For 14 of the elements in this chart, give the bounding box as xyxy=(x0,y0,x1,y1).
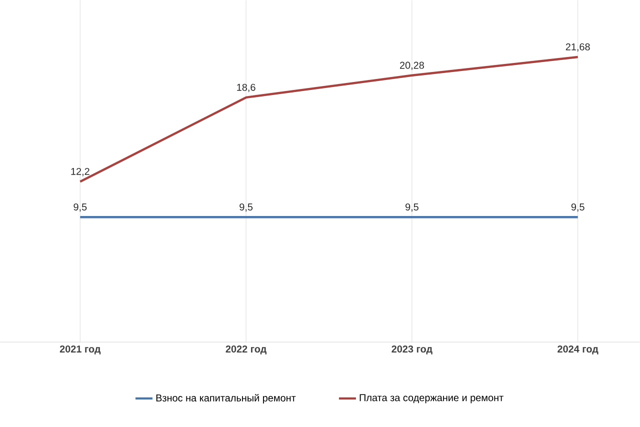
legend-label: Взнос на капитальный ремонт xyxy=(156,394,296,404)
data-label: 9,5 xyxy=(405,203,418,212)
x-tick-label: 2024 год xyxy=(558,346,598,354)
data-label: 9,5 xyxy=(571,203,584,212)
data-label: 9,5 xyxy=(240,203,253,212)
x-tick-label: 2023 год xyxy=(392,346,432,354)
x-tick-label: 2022 год xyxy=(226,346,266,354)
data-label: 18,6 xyxy=(237,84,256,92)
data-label: 9,5 xyxy=(74,203,87,212)
data-label: 20,28 xyxy=(400,62,424,70)
legend-label: Плата за содержание и ремонт xyxy=(360,394,504,404)
data-label: 12,2 xyxy=(71,168,90,176)
x-tick-label: 2021 год xyxy=(60,346,101,354)
data-label: 21,68 xyxy=(566,43,590,52)
